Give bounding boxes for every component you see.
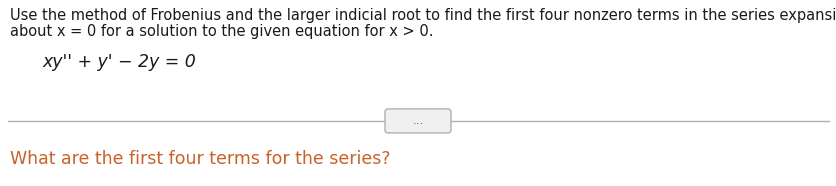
Text: xy'' + y' − 2y = 0: xy'' + y' − 2y = 0	[42, 53, 196, 71]
Text: ...: ...	[412, 114, 423, 127]
Text: What are the first four terms for the series?: What are the first four terms for the se…	[10, 150, 390, 168]
FancyBboxPatch shape	[385, 109, 451, 133]
Text: about x = 0 for a solution to the given equation for x > 0.: about x = 0 for a solution to the given …	[10, 24, 433, 39]
Text: Use the method of Frobenius and the larger indicial root to find the first four : Use the method of Frobenius and the larg…	[10, 8, 836, 23]
